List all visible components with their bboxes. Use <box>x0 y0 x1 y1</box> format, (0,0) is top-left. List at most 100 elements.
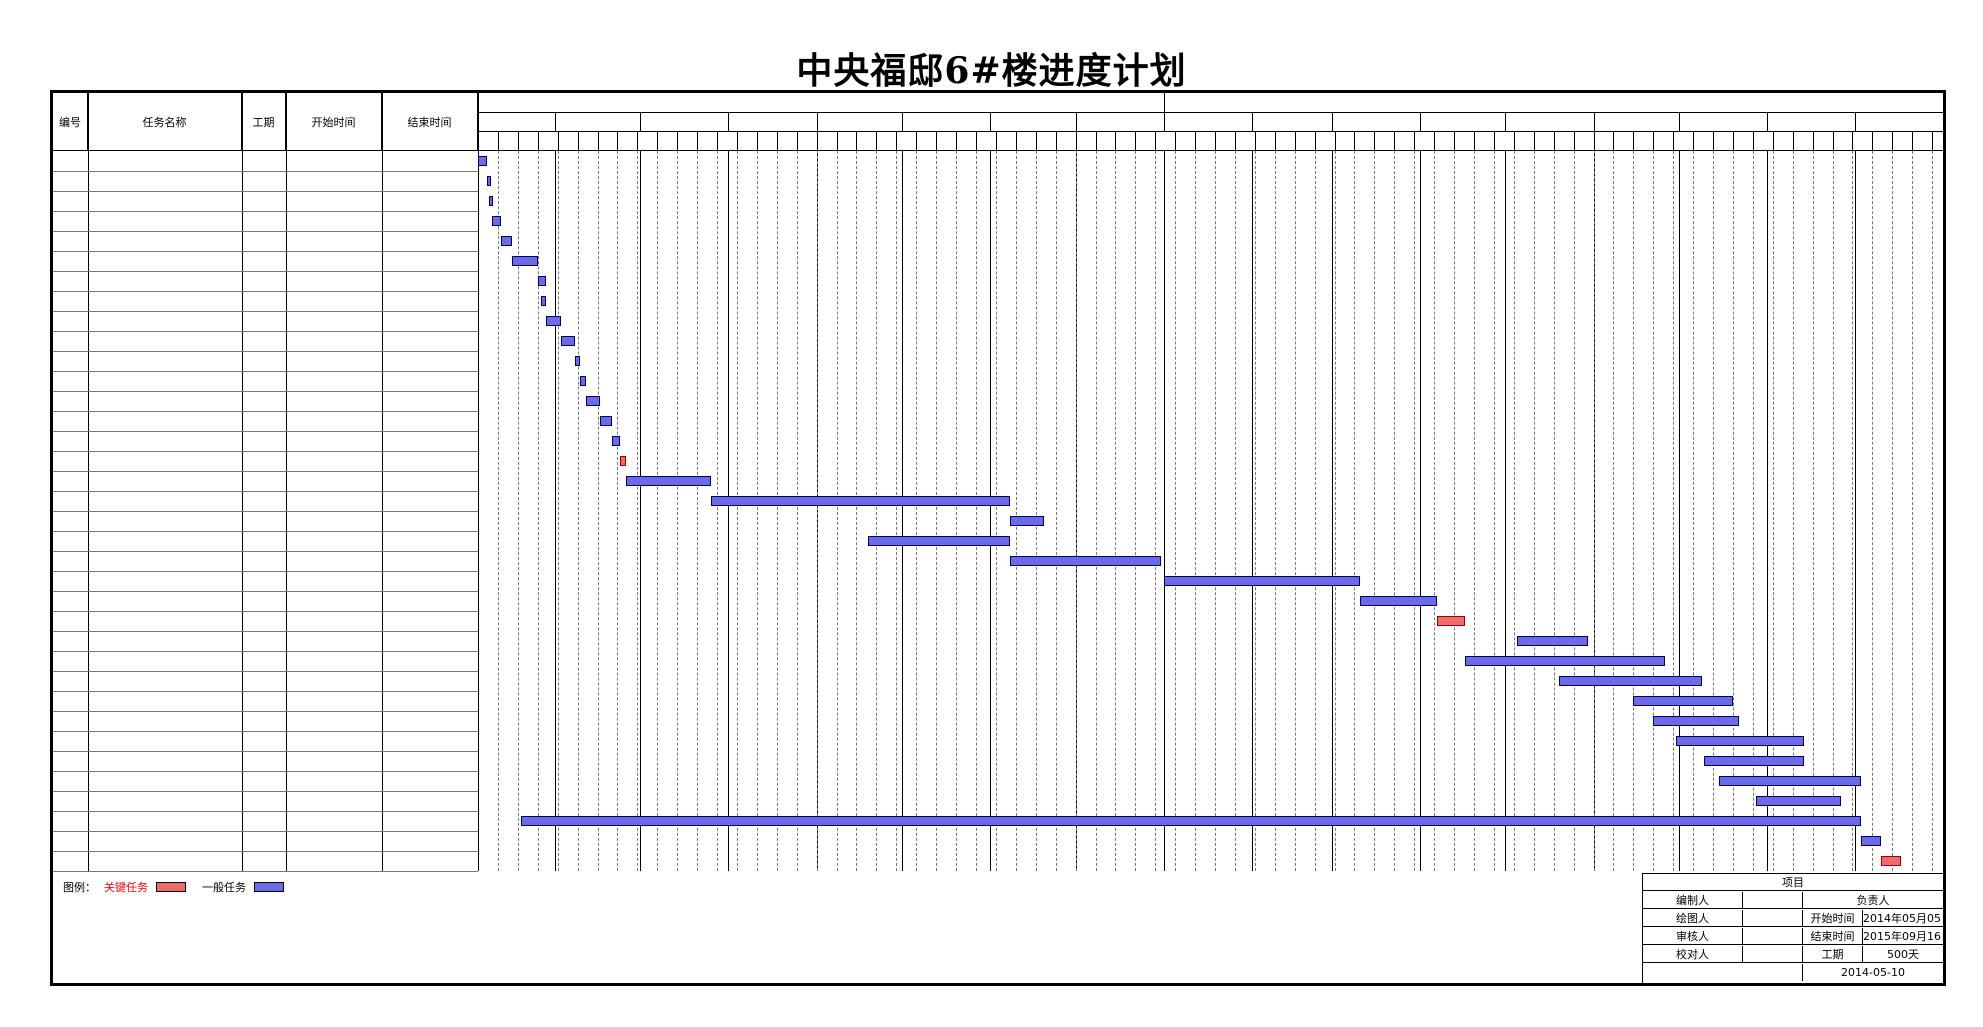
info-duration-label: 工期 <box>1803 946 1863 963</box>
task-bar <box>625 476 712 486</box>
week-grid-line <box>697 151 699 871</box>
task-bar <box>611 436 621 446</box>
row-line <box>53 871 478 872</box>
task-name <box>96 531 240 551</box>
task-end <box>385 151 477 171</box>
task-end <box>385 731 477 751</box>
week-tick-divider <box>1912 131 1914 150</box>
row-line <box>53 271 478 272</box>
week-tick-label <box>1474 131 1494 150</box>
task-end <box>385 551 477 571</box>
week-grid-line <box>1633 151 1635 871</box>
week-tick-label <box>578 131 598 150</box>
week-tick-divider <box>1294 131 1296 150</box>
week-tick-label <box>1394 131 1414 150</box>
week-tick-label <box>1414 131 1434 150</box>
col-header-start: 开始时间 <box>286 93 382 151</box>
info-end-value: 2015年09月16日 <box>1863 930 1943 945</box>
task-bar <box>1718 776 1861 786</box>
week-grid-line <box>1434 151 1436 871</box>
week-grid-line <box>497 151 499 871</box>
week-grid-line <box>1274 151 1276 871</box>
task-duration <box>242 291 282 311</box>
task-bar <box>546 316 561 326</box>
week-tick-divider <box>1932 131 1934 150</box>
task-id <box>56 751 86 771</box>
task-name <box>96 451 240 471</box>
month-grid-line <box>554 151 556 871</box>
task-end <box>385 691 477 711</box>
task-end <box>385 171 477 191</box>
week-grid-line <box>1772 151 1774 871</box>
week-tick-divider <box>796 131 798 150</box>
task-start <box>289 611 381 631</box>
row-line <box>53 551 478 552</box>
task-end <box>385 451 477 471</box>
month-divider <box>1767 112 1769 131</box>
week-tick-divider <box>557 131 559 150</box>
week-tick-divider <box>677 131 679 150</box>
week-grid-line <box>1115 151 1117 871</box>
task-end <box>385 671 477 691</box>
week-tick-label <box>1135 131 1155 150</box>
week-grid-line <box>1812 151 1814 871</box>
task-end <box>385 191 477 211</box>
week-grid-line <box>1932 151 1934 871</box>
week-tick-label <box>1932 131 1943 150</box>
info-editor-value <box>1743 892 1803 909</box>
task-duration <box>242 211 282 231</box>
week-tick-label <box>558 131 578 150</box>
row-line <box>53 171 478 172</box>
task-start <box>289 431 381 451</box>
week-tick-divider <box>517 131 519 150</box>
week-tick-divider <box>1354 131 1356 150</box>
project-info-box: 项目 编制人 负责人 绘图人 开始时间 2014年05月05日 审核人 结束时间… <box>1642 873 1943 983</box>
task-duration <box>242 531 282 551</box>
task-bar <box>1360 596 1437 606</box>
week-grid-line <box>637 151 639 871</box>
month-grid-line <box>1163 151 1165 871</box>
week-tick-label <box>1215 131 1235 150</box>
week-tick-divider <box>1055 131 1057 150</box>
task-end <box>385 411 477 431</box>
week-tick-divider <box>1553 131 1555 150</box>
week-grid-line <box>537 151 539 871</box>
week-grid-line <box>617 151 619 871</box>
row-line <box>53 651 478 652</box>
row-line <box>53 371 478 372</box>
week-tick-divider <box>1792 131 1794 150</box>
task-start <box>289 331 381 351</box>
week-tick-divider <box>1175 131 1177 150</box>
task-id <box>56 851 86 871</box>
task-id <box>56 151 86 171</box>
task-name <box>96 431 240 451</box>
week-grid-line <box>1035 151 1037 871</box>
week-tick-divider <box>1095 131 1097 150</box>
week-tick-label <box>1275 131 1295 150</box>
year-label <box>478 93 1164 112</box>
row-line <box>53 791 478 792</box>
week-tick-label <box>1912 131 1932 150</box>
task-id <box>56 411 86 431</box>
week-tick-label <box>1056 131 1076 150</box>
task-start <box>289 831 381 851</box>
task-name <box>96 371 240 391</box>
row-line <box>53 571 478 572</box>
task-duration <box>242 651 282 671</box>
task-name <box>96 351 240 371</box>
week-tick-label <box>1852 131 1872 150</box>
week-grid-line <box>1693 151 1695 871</box>
week-grid-line <box>796 151 798 871</box>
week-tick-divider <box>1473 131 1475 150</box>
week-tick-divider <box>916 131 918 150</box>
week-tick-divider <box>657 131 659 150</box>
week-tick-label <box>1036 131 1056 150</box>
table-column-line <box>382 93 383 871</box>
row-line <box>53 491 478 492</box>
week-grid-line <box>1573 151 1575 871</box>
task-end <box>385 611 477 631</box>
task-id <box>56 311 86 331</box>
task-bar <box>478 156 487 166</box>
week-grid-line <box>517 151 519 871</box>
chart-title: 中央福邸6#楼进度计划 <box>796 50 1187 92</box>
